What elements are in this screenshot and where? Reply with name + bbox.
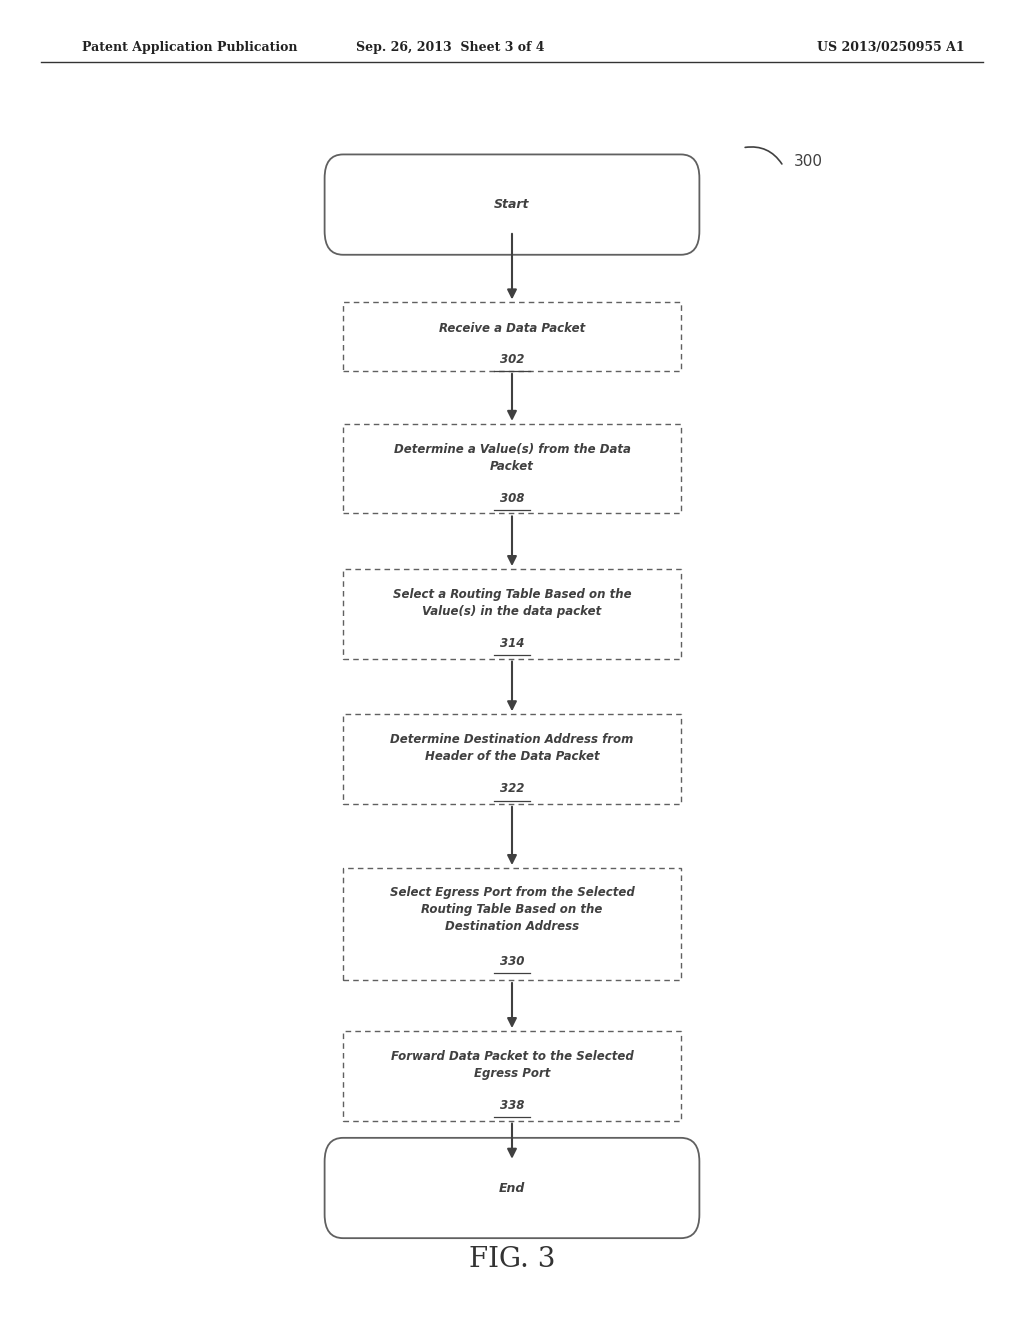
FancyBboxPatch shape [343, 869, 681, 979]
Text: Start: Start [495, 198, 529, 211]
Text: Select a Routing Table Based on the
Value(s) in the data packet: Select a Routing Table Based on the Valu… [392, 587, 632, 618]
Text: Patent Application Publication: Patent Application Publication [82, 41, 297, 54]
Text: Determine Destination Address from
Header of the Data Packet: Determine Destination Address from Heade… [390, 733, 634, 763]
FancyBboxPatch shape [343, 1031, 681, 1121]
Text: Determine a Value(s) from the Data
Packet: Determine a Value(s) from the Data Packe… [393, 442, 631, 473]
Text: 300: 300 [794, 153, 822, 169]
Text: Select Egress Port from the Selected
Routing Table Based on the
Destination Addr: Select Egress Port from the Selected Rou… [389, 886, 635, 933]
FancyBboxPatch shape [343, 424, 681, 513]
Text: 338: 338 [500, 1100, 524, 1111]
Text: Forward Data Packet to the Selected
Egress Port: Forward Data Packet to the Selected Egre… [390, 1049, 634, 1080]
Text: 314: 314 [500, 638, 524, 649]
FancyBboxPatch shape [343, 302, 681, 371]
FancyBboxPatch shape [325, 154, 699, 255]
Text: 330: 330 [500, 954, 524, 968]
Text: 308: 308 [500, 492, 524, 504]
FancyBboxPatch shape [343, 569, 681, 659]
Text: 302: 302 [500, 352, 524, 366]
FancyBboxPatch shape [343, 714, 681, 804]
FancyBboxPatch shape [325, 1138, 699, 1238]
Text: End: End [499, 1181, 525, 1195]
Text: Sep. 26, 2013  Sheet 3 of 4: Sep. 26, 2013 Sheet 3 of 4 [356, 41, 545, 54]
Text: Receive a Data Packet: Receive a Data Packet [439, 322, 585, 335]
Text: US 2013/0250955 A1: US 2013/0250955 A1 [817, 41, 965, 54]
Text: 322: 322 [500, 783, 524, 795]
Text: FIG. 3: FIG. 3 [469, 1246, 555, 1272]
